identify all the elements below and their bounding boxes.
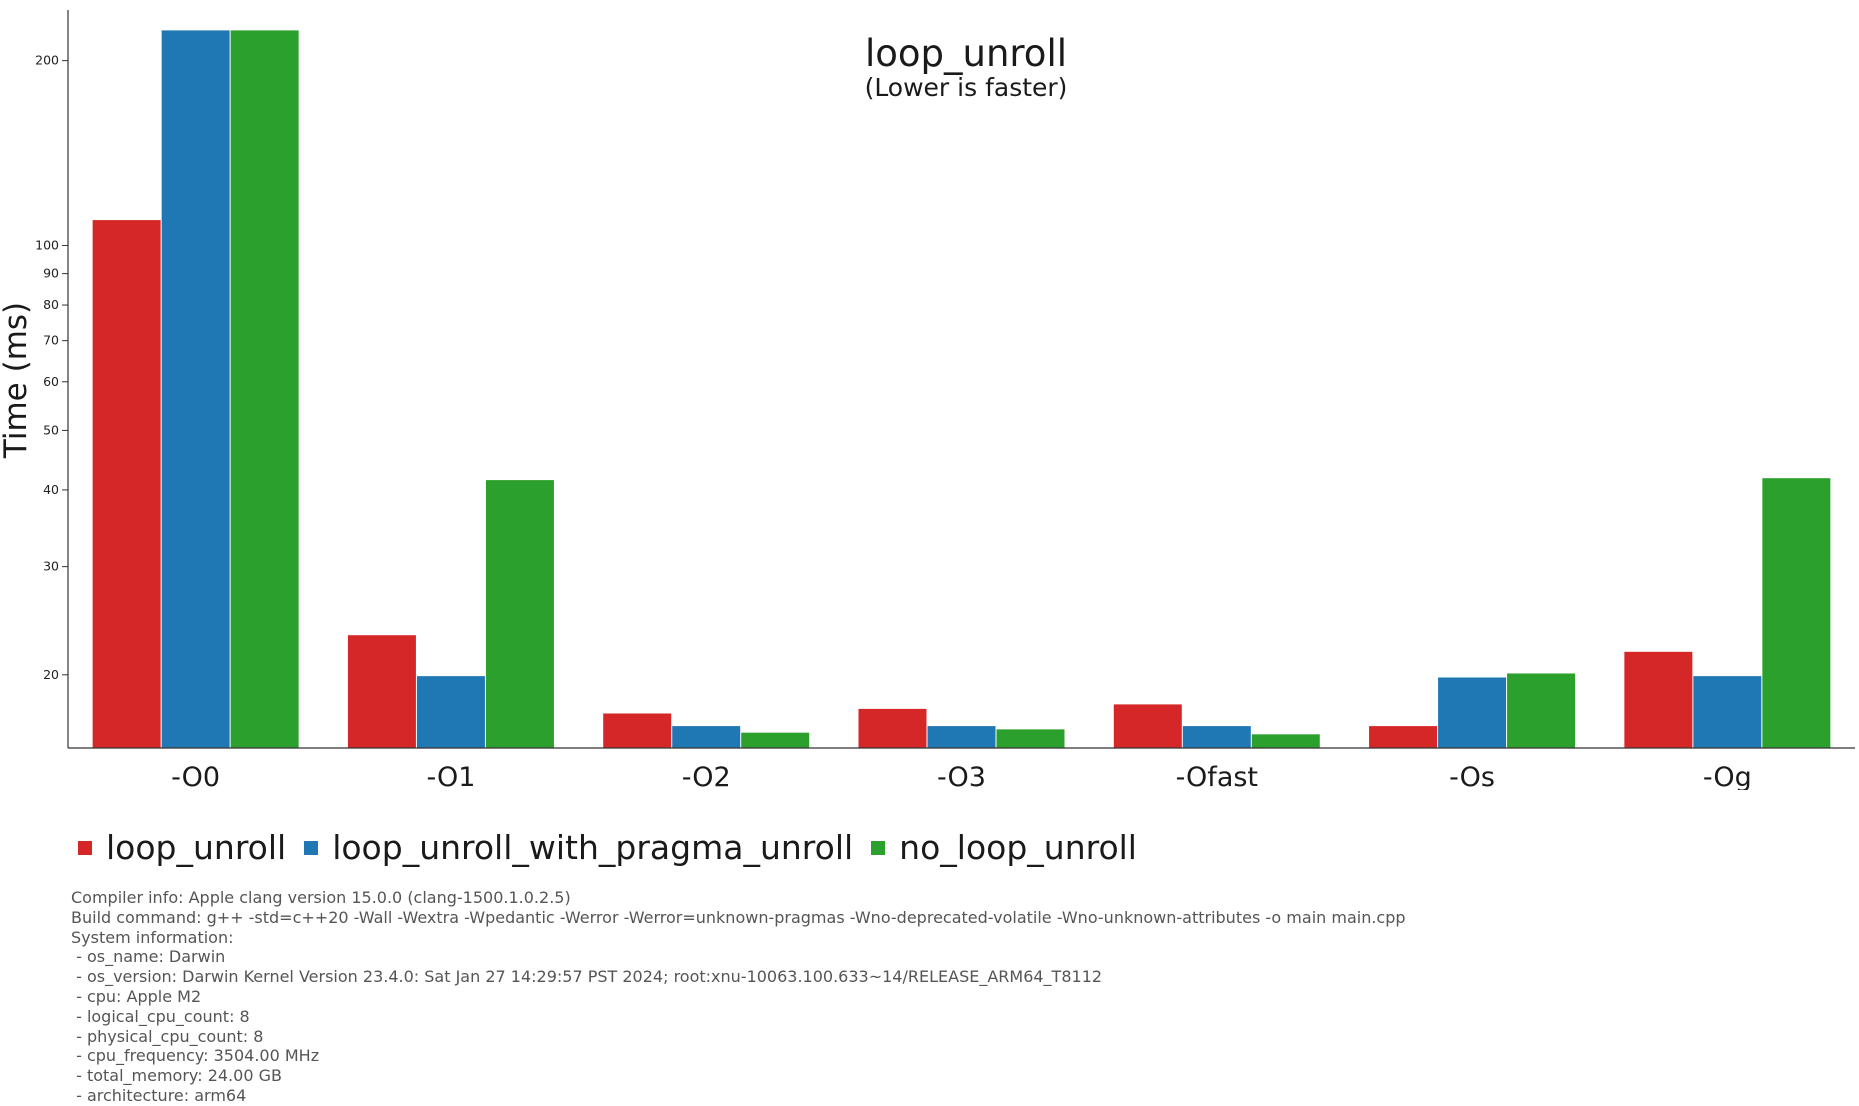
x-axis: -O0 -O1 -O2 -O3 -Ofast -Os -Og bbox=[68, 747, 1855, 790]
system-info-line: - logical_cpu_count: 8 bbox=[71, 1006, 250, 1026]
y-axis: 20 30 40 50 60 70 80 90 100 200 bbox=[35, 10, 69, 748]
legend-item-no_loop_unroll[interactable]: no_loop_unroll bbox=[871, 828, 1137, 867]
legend: loop_unroll loop_unroll_with_pragma_unrol… bbox=[78, 828, 1155, 867]
y-tick-label: 60 bbox=[43, 374, 59, 389]
bar-no_loop_unroll-Ofast bbox=[1251, 734, 1320, 748]
bar-no_loop_unroll-Og bbox=[1762, 478, 1831, 748]
x-tick-label: -O1 bbox=[426, 762, 475, 790]
bar-loop_unroll_with_pragma_unroll-Ofast bbox=[1182, 726, 1251, 748]
y-tick-label: 50 bbox=[43, 422, 59, 437]
legend-label: loop_unroll_with_pragma_unroll bbox=[332, 828, 854, 867]
system-info-line: - total_memory: 24.00 GB bbox=[71, 1066, 282, 1086]
system-info-line: - physical_cpu_count: 8 bbox=[71, 1026, 264, 1046]
bar-loop_unroll-O0 bbox=[92, 220, 161, 749]
y-tick-label: 100 bbox=[35, 238, 59, 253]
y-tick-label: 30 bbox=[43, 559, 59, 574]
bar-loop_unroll-Os bbox=[1369, 726, 1438, 748]
y-tick-label: 80 bbox=[43, 297, 59, 312]
bar-loop_unroll_with_pragma_unroll-O3 bbox=[927, 726, 996, 748]
system-info-line: - cpu_frequency: 3504.00 MHz bbox=[71, 1046, 320, 1066]
legend-swatch bbox=[304, 840, 319, 855]
x-tick-label: -Og bbox=[1703, 762, 1752, 790]
x-tick-label: -Os bbox=[1449, 762, 1495, 790]
bar-loop_unroll-Ofast bbox=[1113, 704, 1182, 748]
bar-loop_unroll-O1 bbox=[347, 635, 416, 748]
bar-no_loop_unroll-O2 bbox=[741, 732, 810, 748]
legend-swatch bbox=[871, 840, 886, 855]
legend-label: loop_unroll bbox=[106, 828, 287, 867]
bar-loop_unroll_with_pragma_unroll-O1 bbox=[416, 676, 485, 748]
y-tick-label: 20 bbox=[43, 667, 59, 682]
system-info-line: - os_version: Darwin Kernel Version 23.4… bbox=[71, 967, 1103, 987]
legend-item-loop_unroll_with_pragma_unroll[interactable]: loop_unroll_with_pragma_unroll bbox=[304, 828, 853, 867]
chart-subtitle: (Lower is faster) bbox=[865, 73, 1068, 102]
legend-swatch bbox=[78, 840, 92, 855]
system-info-line: System information: bbox=[71, 927, 234, 947]
bar-loop_unroll_with_pragma_unroll-O0 bbox=[161, 30, 230, 748]
bar-no_loop_unroll-O3 bbox=[996, 729, 1065, 748]
bar-loop_unroll_with_pragma_unroll-O2 bbox=[672, 726, 741, 748]
bars-group bbox=[92, 30, 1831, 749]
x-tick-label: -O2 bbox=[682, 762, 731, 790]
y-tick-label: 40 bbox=[43, 482, 59, 497]
y-axis-label: Time (ms) bbox=[0, 302, 34, 459]
x-tick-label: -O0 bbox=[171, 762, 220, 790]
y-tick-label: 200 bbox=[35, 53, 59, 68]
legend-item-loop_unroll[interactable]: loop_unroll bbox=[78, 828, 286, 867]
bar-no_loop_unroll-Os bbox=[1507, 673, 1576, 748]
x-tick-label: -Ofast bbox=[1176, 762, 1258, 790]
system-info-line: - os_name: Darwin bbox=[71, 947, 226, 967]
bar-no_loop_unroll-O0 bbox=[230, 30, 299, 748]
system-info-line: - architecture: arm64 bbox=[71, 1085, 247, 1105]
bar-loop_unroll_with_pragma_unroll-Os bbox=[1438, 677, 1507, 748]
system-info-line: Compiler info: Apple clang version 15.0.… bbox=[71, 888, 571, 907]
bar-chart: 20 30 40 50 60 70 80 90 100 200 -O0 -O1 -O2 -O3 -Ofas… bbox=[0, 10, 1855, 790]
y-tick-label: 70 bbox=[43, 333, 59, 348]
y-tick-label: 90 bbox=[43, 266, 59, 281]
chart-title: loop_unroll bbox=[865, 32, 1067, 75]
system-info-line: Build command: g++ -std=c++20 -Wall -Wex… bbox=[71, 907, 1406, 927]
system-info-block: Compiler info: Apple clang version 15.0.… bbox=[71, 888, 1406, 1106]
bar-loop_unroll-O2 bbox=[603, 713, 672, 748]
system-info-line: - cpu: Apple M2 bbox=[71, 986, 202, 1006]
bar-loop_unroll_with_pragma_unroll-Og bbox=[1693, 676, 1762, 748]
x-tick-label: -O3 bbox=[937, 762, 986, 790]
bar-loop_unroll-Og bbox=[1624, 651, 1693, 748]
bar-no_loop_unroll-O1 bbox=[485, 480, 554, 748]
legend-label: no_loop_unroll bbox=[899, 828, 1137, 867]
bar-loop_unroll-O3 bbox=[858, 708, 927, 748]
